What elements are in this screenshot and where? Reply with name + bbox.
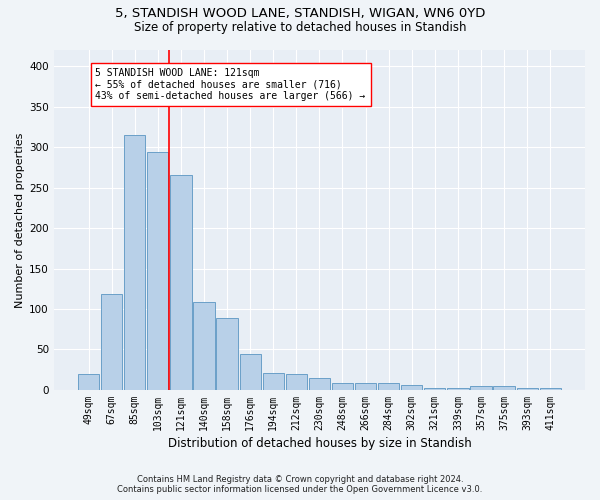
- Bar: [239, 354, 261, 390]
- Text: Size of property relative to detached houses in Standish: Size of property relative to detached ho…: [134, 21, 466, 34]
- Bar: [470, 386, 491, 390]
- Bar: [424, 388, 445, 390]
- Bar: [147, 152, 169, 390]
- Bar: [101, 294, 122, 390]
- Y-axis label: Number of detached properties: Number of detached properties: [15, 132, 25, 308]
- Bar: [124, 135, 145, 390]
- Bar: [401, 385, 422, 390]
- Bar: [309, 378, 330, 390]
- Bar: [263, 373, 284, 390]
- Bar: [217, 318, 238, 390]
- X-axis label: Distribution of detached houses by size in Standish: Distribution of detached houses by size …: [167, 437, 471, 450]
- Bar: [447, 388, 469, 390]
- Bar: [332, 382, 353, 390]
- Bar: [286, 374, 307, 390]
- Bar: [539, 388, 561, 390]
- Text: Contains HM Land Registry data © Crown copyright and database right 2024.
Contai: Contains HM Land Registry data © Crown c…: [118, 474, 482, 494]
- Bar: [355, 384, 376, 390]
- Bar: [170, 176, 191, 390]
- Text: 5, STANDISH WOOD LANE, STANDISH, WIGAN, WN6 0YD: 5, STANDISH WOOD LANE, STANDISH, WIGAN, …: [115, 8, 485, 20]
- Bar: [493, 386, 515, 390]
- Bar: [78, 374, 99, 390]
- Text: 5 STANDISH WOOD LANE: 121sqm
← 55% of detached houses are smaller (716)
43% of s: 5 STANDISH WOOD LANE: 121sqm ← 55% of de…: [95, 68, 366, 101]
- Bar: [517, 388, 538, 390]
- Bar: [193, 302, 215, 390]
- Bar: [378, 384, 399, 390]
